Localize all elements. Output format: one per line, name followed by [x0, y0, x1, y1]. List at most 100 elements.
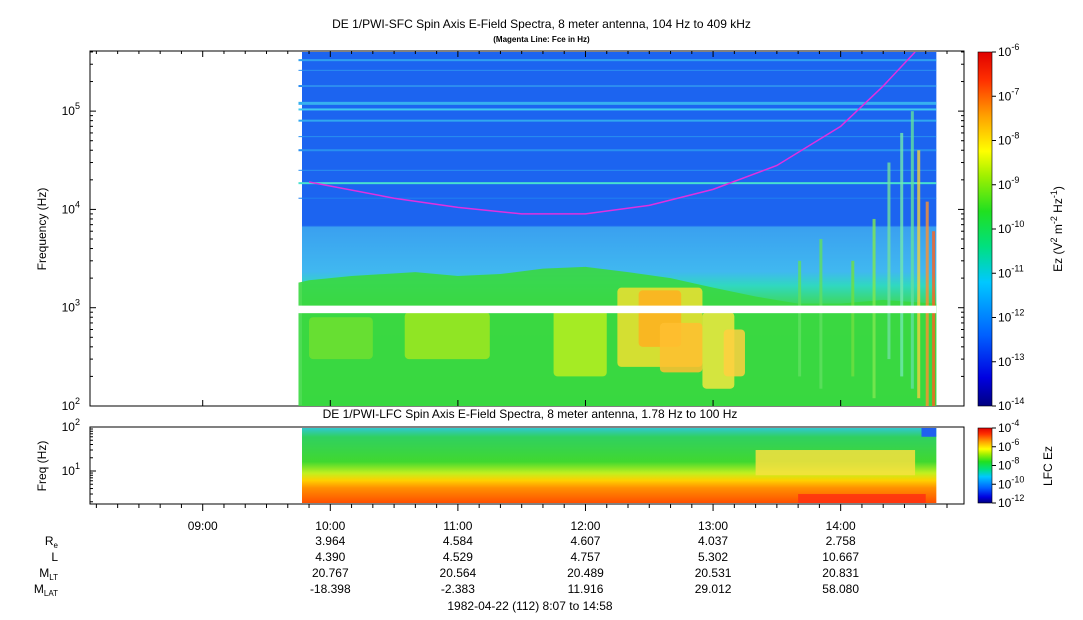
colorbar-tick-label: 10-8 [998, 456, 1019, 473]
ephemeris-value: 3.964 [315, 534, 345, 548]
x-tick-label: 09:00 [188, 519, 218, 533]
x-tick-label: 11:00 [443, 519, 472, 533]
x-tick-label: 14:00 [826, 519, 856, 533]
sfc-interference-band [298, 69, 937, 71]
time-axis: 09:00 10:00 11:00 12:00 13:00 14:00 [95, 51, 948, 533]
ephemeris-table: Re 3.964 4.584 4.607 4.037 2.758 L 4.390 4.529 4.… [34, 534, 859, 598]
sfc-burst [851, 260, 855, 377]
lfc-y-axis: 101 102 [62, 417, 96, 503]
sfc-burst [910, 111, 914, 389]
sfc-y-axis-label: Frequency (Hz) [35, 188, 49, 271]
ephemeris-value: 4.529 [443, 550, 473, 564]
y-tick-label: 103 [62, 298, 80, 315]
x-tick-label: 10:00 [315, 519, 345, 533]
ephemeris-value: 58.080 [822, 582, 859, 596]
ephemeris-row-label: Re [45, 534, 59, 550]
ephemeris-value: 5.302 [698, 550, 728, 564]
sfc-burst [925, 201, 929, 406]
sfc-interference-band [298, 119, 937, 122]
y-tick-label: 102 [62, 396, 80, 413]
ephemeris-value: 4.390 [315, 550, 345, 564]
sfc-hiss-region [298, 266, 937, 406]
ephemeris-value: 29.012 [695, 582, 732, 596]
sfc-interference-band [298, 59, 937, 62]
y-tick-label: 104 [62, 199, 80, 216]
lfc-y-axis-label: Freq (Hz) [35, 441, 49, 492]
sfc-burst [887, 162, 891, 360]
sfc-burst [798, 260, 802, 377]
sfc-colorbar-label: Ez (V2 m-2 Hz-1) [1049, 186, 1065, 272]
sfc-interference-band [298, 182, 937, 185]
sfc-emission-patch [723, 329, 745, 377]
sfc-colorbar [977, 51, 993, 407]
colorbar-tick-label: 10-11 [998, 263, 1024, 280]
lfc-emission-patch [798, 494, 926, 503]
x-tick-label: 13:00 [698, 519, 728, 533]
lfc-colorbar-label: LFC Ez [1041, 446, 1055, 486]
sfc-interference-band [298, 85, 937, 88]
sfc-emission-patch [309, 317, 373, 360]
colorbar-tick-label: 10-7 [998, 86, 1019, 103]
colorbar-tick-label: 10-12 [998, 308, 1024, 325]
lfc-colorbar [977, 427, 993, 504]
sfc-spectrogram [298, 52, 937, 406]
ephemeris-value: 4.607 [570, 534, 600, 548]
y-tick-label: 101 [62, 461, 80, 478]
ephemeris-value: 11.916 [568, 582, 604, 596]
sfc-emission-patch [404, 312, 490, 360]
colorbar-tick-label: 10-6 [998, 42, 1019, 59]
sfc-interference-band [298, 197, 937, 199]
lfc-title: DE 1/PWI-LFC Spin Axis E-Field Spectra, … [322, 407, 738, 421]
sfc-horizontal-bands [298, 59, 937, 199]
sfc-burst [819, 239, 823, 389]
ephemeris-value: -18.398 [310, 582, 351, 596]
ephemeris-value: 20.767 [312, 566, 349, 580]
sfc-burst [917, 150, 921, 399]
sfc-title: DE 1/PWI-SFC Spin Axis E-Field Spectra, … [332, 17, 751, 31]
ephemeris-value: 4.037 [698, 534, 728, 548]
time-range-footer: 1982-04-22 (112) 8:07 to 14:58 [447, 599, 613, 613]
y-tick-label: 102 [62, 417, 80, 434]
colorbar-tick-label: 10-12 [998, 493, 1024, 510]
ephemeris-row-label: MLT [39, 566, 58, 582]
ephemeris-value: 20.564 [440, 566, 477, 580]
sfc-burst [932, 231, 936, 406]
colorbar-tick-label: 10-6 [998, 437, 1019, 454]
ephemeris-value: 20.531 [695, 566, 732, 580]
sfc-interference-band [298, 169, 937, 171]
ephemeris-value: -2.383 [441, 582, 475, 596]
lfc-emission-features [755, 428, 937, 503]
sfc-y-axis: 102 103 104 105 [62, 51, 964, 413]
y-tick-label: 105 [62, 101, 80, 118]
sfc-emission-features [298, 111, 937, 406]
sfc-gap-band [298, 305, 937, 314]
lfc-emission-patch [755, 450, 916, 476]
sfc-emission-patch [659, 322, 703, 373]
lfc-spectrogram [302, 428, 937, 503]
ephemeris-value: 10.667 [822, 550, 859, 564]
colorbar-tick-label: 10-9 [998, 175, 1019, 192]
sfc-interference-band [298, 136, 937, 138]
ephemeris-value: 20.489 [567, 566, 604, 580]
ephemeris-value: 4.757 [570, 550, 600, 564]
colorbar-tick-label: 10-10 [998, 219, 1024, 236]
sfc-interference-band [298, 108, 937, 111]
sfc-interference-band [298, 101, 937, 105]
ephemeris-row-label: MLAT [34, 582, 58, 598]
ephemeris-value: 4.584 [443, 534, 473, 548]
fce-line [308, 52, 916, 215]
colorbar-tick-label: 10-13 [998, 352, 1024, 369]
colorbar-tick-label: 10-14 [998, 396, 1024, 413]
sfc-subtitle: (Magenta Line: Fce in Hz) [493, 35, 590, 44]
ephemeris-value: 2.758 [826, 534, 856, 548]
colorbar-tick-label: 10-8 [998, 131, 1019, 148]
lfc-emission-patch [921, 428, 937, 437]
colorbar-tick-label: 10-4 [998, 418, 1019, 435]
sfc-colorbar-ticks: 10-14 10-13 10-12 10-11 10-10 10-9 10-8 10-7 10-… [992, 42, 1024, 413]
ephemeris-value: 20.831 [822, 566, 859, 580]
ephemeris-row-label: L [51, 550, 58, 564]
x-tick-label: 12:00 [570, 519, 600, 533]
colorbar-tick-label: 10-10 [998, 474, 1024, 491]
